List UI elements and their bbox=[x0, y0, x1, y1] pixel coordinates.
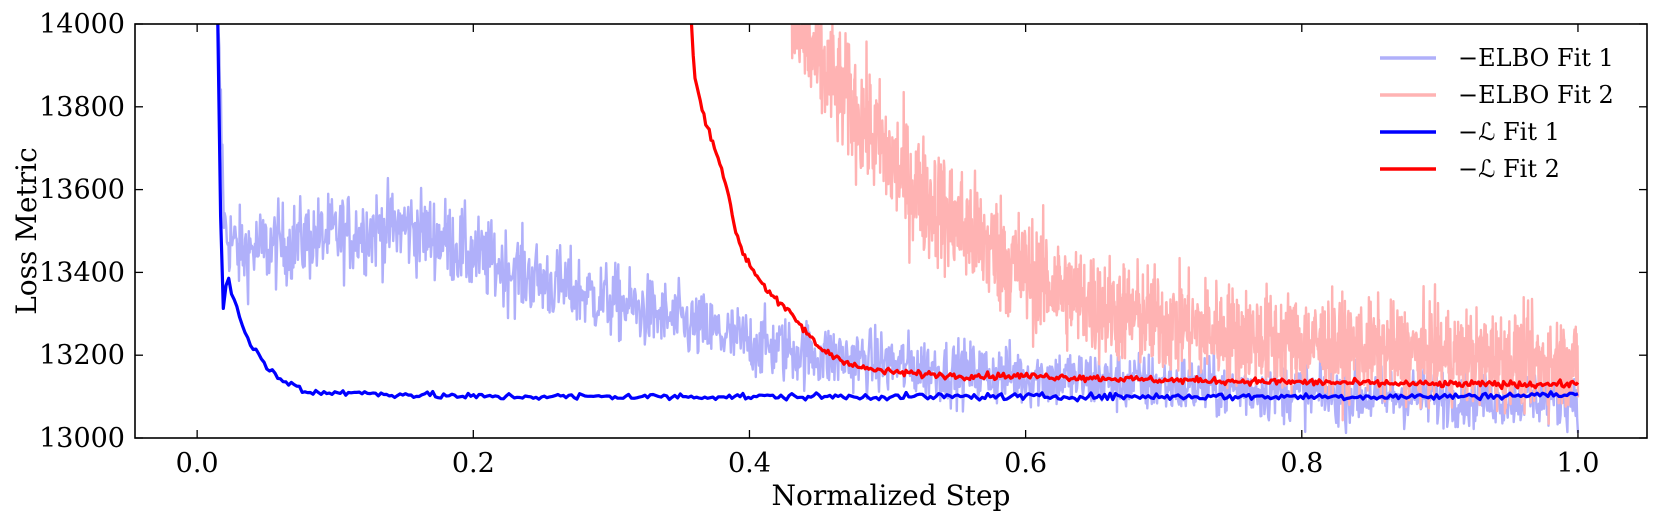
legend-label: −ℒ Fit 1 bbox=[1458, 118, 1560, 146]
legend: −ELBO Fit 1 −ELBO Fit 2 −ℒ Fit 1 −ℒ Fit 2 bbox=[1380, 44, 1614, 183]
y-tick-label: 13200 bbox=[39, 340, 125, 371]
x-tick-label: 1.0 bbox=[1556, 448, 1599, 479]
y-tick-label: 13400 bbox=[39, 257, 125, 288]
x-tick-label: 0.2 bbox=[452, 448, 495, 479]
x-tick-label: 0.4 bbox=[728, 448, 771, 479]
y-tick-label: 13600 bbox=[39, 175, 125, 206]
y-tick-label: 13800 bbox=[39, 92, 125, 123]
legend-label: −ELBO Fit 2 bbox=[1458, 81, 1614, 109]
series-line-elbo-fit-2 bbox=[790, 24, 1580, 425]
x-tick-label: 0.6 bbox=[1004, 448, 1047, 479]
series-line-l-fit-1 bbox=[216, 24, 1579, 403]
legend-label: −ℒ Fit 2 bbox=[1458, 155, 1560, 183]
x-axis-label: Normalized Step bbox=[772, 479, 1011, 512]
plot-frame bbox=[134, 23, 1648, 439]
series-line-elbo-fit-1 bbox=[217, 24, 1580, 435]
series-line-l-fit-2 bbox=[689, 24, 1580, 391]
y-axis-label: Loss Metric bbox=[10, 147, 43, 315]
y-tick-label: 14000 bbox=[39, 9, 125, 40]
x-tick-label: 0.8 bbox=[1280, 448, 1323, 479]
x-tick-label: 0.0 bbox=[176, 448, 219, 479]
y-tick-label: 13000 bbox=[39, 423, 125, 454]
legend-label: −ELBO Fit 1 bbox=[1458, 44, 1614, 72]
